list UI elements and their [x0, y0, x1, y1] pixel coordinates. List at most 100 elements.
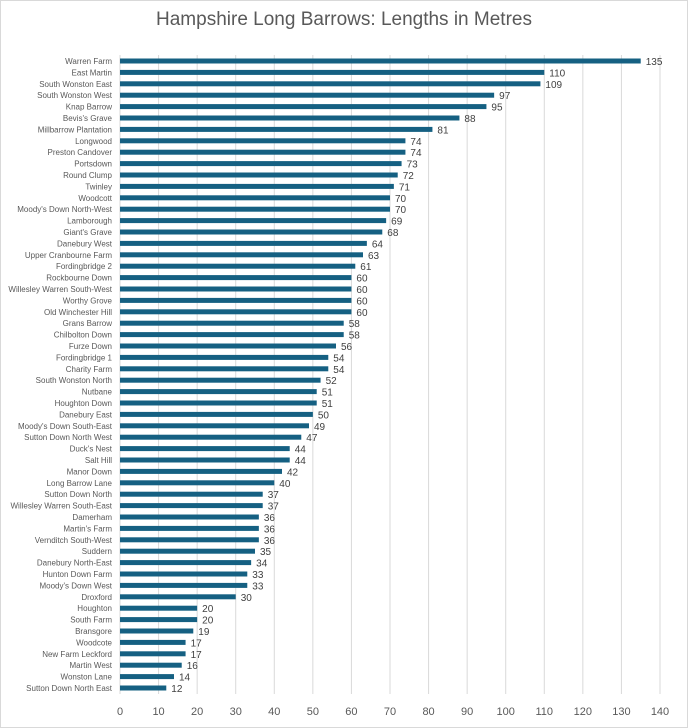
category-label: South Wonston North — [36, 376, 112, 385]
bar — [120, 115, 460, 121]
category-label: Millbarrow Plantation — [38, 125, 112, 134]
category-label: Houghton — [77, 604, 112, 613]
bar — [120, 594, 236, 600]
data-label: 97 — [499, 91, 511, 102]
category-label: Damerham — [72, 513, 112, 522]
category-label: Duck's Nest — [70, 445, 113, 454]
category-label: Warren Farm — [65, 57, 112, 66]
bar — [120, 571, 248, 577]
data-label: 51 — [322, 399, 334, 410]
category-label: Rockbourne Down — [46, 274, 112, 283]
category-label: Manor Down — [67, 467, 112, 476]
data-label: 20 — [202, 616, 214, 627]
bar — [120, 685, 167, 691]
bar — [120, 411, 313, 417]
bar — [120, 400, 317, 406]
category-label: Giant's Grave — [63, 228, 112, 237]
data-label: 17 — [191, 650, 203, 661]
bar — [120, 560, 252, 566]
data-label: 58 — [349, 331, 361, 342]
bar — [120, 229, 383, 235]
bar — [120, 332, 344, 338]
category-label: Moody's Down West — [39, 581, 112, 590]
bar — [120, 525, 259, 531]
bar — [120, 377, 321, 383]
bar — [120, 161, 402, 167]
data-label: 60 — [356, 274, 368, 285]
category-label: Moody's Down South-East — [18, 422, 113, 431]
bar — [120, 240, 367, 246]
bar — [120, 195, 390, 201]
data-label: 33 — [252, 581, 264, 592]
category-label: Droxford — [81, 593, 112, 602]
x-tick-label: 50 — [307, 706, 319, 718]
data-label: 68 — [387, 228, 399, 239]
data-label: 81 — [437, 125, 449, 136]
category-label: Hunton Down Farm — [43, 570, 113, 579]
data-label: 64 — [372, 239, 384, 250]
data-label: 37 — [268, 502, 280, 513]
bar — [120, 548, 255, 554]
category-label: Lamborough — [67, 217, 112, 226]
data-label: 74 — [410, 148, 422, 159]
data-label: 60 — [356, 308, 368, 319]
bar — [120, 275, 352, 281]
bar — [120, 252, 363, 258]
x-tick-label: 100 — [497, 706, 515, 718]
category-label: Preston Candover — [48, 148, 113, 157]
bar — [120, 172, 398, 178]
category-label: Woodcote — [76, 638, 112, 647]
bar — [120, 354, 329, 360]
category-label: Long Barrow Lane — [47, 479, 113, 488]
category-label: Vernditch South-West — [35, 536, 113, 545]
bar — [120, 218, 387, 224]
category-label: Suddern — [82, 547, 112, 556]
bar — [120, 389, 317, 395]
category-label: Bevis's Grave — [63, 114, 113, 123]
data-label: 40 — [279, 479, 291, 490]
x-tick-label: 70 — [384, 706, 396, 718]
bar — [120, 582, 248, 588]
category-label: Old Winchester Hill — [44, 308, 112, 317]
category-label: Moody's Down North-West — [17, 205, 113, 214]
bar — [120, 628, 194, 634]
data-label: 42 — [287, 467, 299, 478]
category-label: Round Clump — [63, 171, 112, 180]
bar — [120, 514, 259, 520]
bar — [120, 104, 487, 110]
category-label: Portsdown — [74, 160, 112, 169]
x-tick-label: 20 — [191, 706, 203, 718]
data-label: 37 — [268, 490, 280, 501]
bar — [120, 651, 186, 657]
category-label: South Farm — [70, 616, 112, 625]
data-label: 110 — [549, 68, 565, 79]
data-label: 36 — [264, 524, 276, 535]
data-label: 49 — [314, 422, 326, 433]
bar — [120, 183, 394, 189]
bar — [120, 343, 336, 349]
category-label: Salt Hill — [85, 456, 112, 465]
bar — [120, 457, 290, 463]
data-label: 135 — [646, 57, 663, 68]
data-label: 88 — [464, 114, 476, 125]
bar — [120, 286, 352, 292]
chart-title: Hampshire Long Barrows: Lengths in Metre… — [156, 9, 532, 30]
bar — [120, 297, 352, 303]
data-label: 35 — [260, 547, 272, 558]
data-label: 44 — [295, 456, 307, 467]
data-label: 71 — [399, 182, 411, 193]
category-label: Houghton Down — [55, 399, 112, 408]
bar — [120, 434, 302, 440]
category-label: Knap Barrow — [66, 103, 112, 112]
data-label: 61 — [360, 262, 372, 273]
data-label: 16 — [187, 661, 199, 672]
category-label: Sutton Down North East — [26, 684, 113, 693]
data-label: 70 — [395, 205, 407, 216]
data-label: 54 — [333, 353, 345, 364]
category-label: Grans Barrow — [63, 319, 113, 328]
data-label: 70 — [395, 194, 407, 205]
bar — [120, 92, 495, 98]
category-label: Sutton Down North West — [24, 433, 113, 442]
category-label: South Wonston West — [37, 91, 113, 100]
